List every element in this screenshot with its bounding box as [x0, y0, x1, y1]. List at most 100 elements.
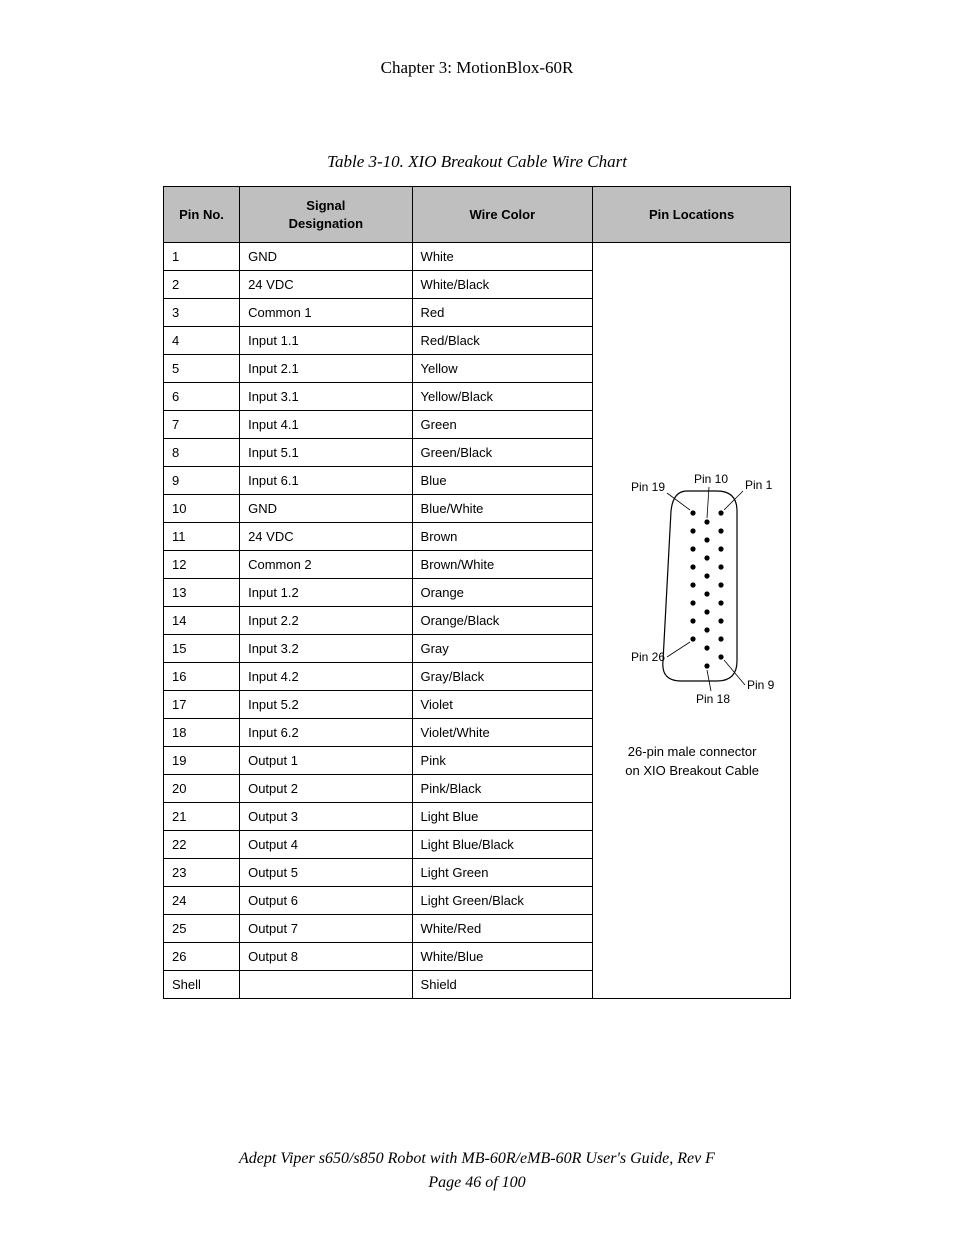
cell-signal: Input 3.2	[240, 635, 412, 663]
cell-wire-color: Light Green	[412, 859, 593, 887]
cell-wire-color: Gray	[412, 635, 593, 663]
svg-text:Pin 19: Pin 19	[631, 480, 665, 494]
cell-wire-color: Violet/White	[412, 719, 593, 747]
cell-signal: Output 4	[240, 831, 412, 859]
cell-pin: 5	[164, 355, 240, 383]
cell-pin: 8	[164, 439, 240, 467]
table-header-row: Pin No. SignalDesignation Wire Color Pin…	[164, 187, 791, 243]
cell-signal: Input 2.1	[240, 355, 412, 383]
chapter-title: Chapter 3: MotionBlox-60R	[0, 58, 954, 78]
cell-pin: 11	[164, 523, 240, 551]
cell-signal: Output 2	[240, 775, 412, 803]
cell-wire-color: Blue/White	[412, 495, 593, 523]
cell-pin: 20	[164, 775, 240, 803]
cell-wire-color: Pink	[412, 747, 593, 775]
cell-signal: GND	[240, 243, 412, 271]
cell-signal: Input 3.1	[240, 383, 412, 411]
cell-pin: 17	[164, 691, 240, 719]
connector-caption-line2: on XIO Breakout Cable	[597, 761, 787, 781]
cell-wire-color: Light Green/Black	[412, 887, 593, 915]
cell-pin: 13	[164, 579, 240, 607]
cell-signal	[240, 971, 412, 999]
cell-pin: 1	[164, 243, 240, 271]
cell-pin: 25	[164, 915, 240, 943]
connector-svg: Pin 1Pin 9Pin 10Pin 18Pin 19Pin 26	[597, 461, 787, 721]
cell-signal: Output 7	[240, 915, 412, 943]
svg-text:Pin 18: Pin 18	[696, 692, 730, 706]
connector-caption: 26-pin male connectoron XIO Breakout Cab…	[597, 742, 787, 781]
cell-signal: Input 5.2	[240, 691, 412, 719]
cell-pin: 22	[164, 831, 240, 859]
cell-wire-color: Yellow	[412, 355, 593, 383]
cell-pin: 16	[164, 663, 240, 691]
cell-signal: Output 3	[240, 803, 412, 831]
cell-wire-color: White/Red	[412, 915, 593, 943]
cell-wire-color: Brown/White	[412, 551, 593, 579]
cell-wire-color: Green	[412, 411, 593, 439]
footer-page-number: Page 46 of 100	[0, 1171, 954, 1195]
col-header-loc: Pin Locations	[593, 187, 791, 243]
cell-wire-color: Light Blue	[412, 803, 593, 831]
col-header-signal-text: SignalDesignation	[289, 198, 363, 231]
footer-guide-title: Adept Viper s650/s850 Robot with MB-60R/…	[0, 1147, 954, 1171]
col-header-color: Wire Color	[412, 187, 593, 243]
cell-signal: Input 6.1	[240, 467, 412, 495]
cell-wire-color: Brown	[412, 523, 593, 551]
svg-text:Pin 26: Pin 26	[631, 650, 665, 664]
cell-pin: 18	[164, 719, 240, 747]
cell-signal: Input 1.1	[240, 327, 412, 355]
cell-signal: Input 2.2	[240, 607, 412, 635]
col-header-pin: Pin No.	[164, 187, 240, 243]
cell-pin: 19	[164, 747, 240, 775]
cell-pin: 3	[164, 299, 240, 327]
table-row: 1GNDWhitePin 1Pin 9Pin 10Pin 18Pin 19Pin…	[164, 243, 791, 271]
cell-pin: 21	[164, 803, 240, 831]
cell-pin: 4	[164, 327, 240, 355]
cell-signal: Output 6	[240, 887, 412, 915]
cell-wire-color: Red	[412, 299, 593, 327]
cell-pin: 10	[164, 495, 240, 523]
cell-signal: Output 8	[240, 943, 412, 971]
cell-pin: 23	[164, 859, 240, 887]
col-header-signal: SignalDesignation	[240, 187, 412, 243]
connector-diagram: Pin 1Pin 9Pin 10Pin 18Pin 19Pin 2626-pin…	[597, 461, 787, 781]
cell-pin: Shell	[164, 971, 240, 999]
cell-pin: 9	[164, 467, 240, 495]
cell-pin: 24	[164, 887, 240, 915]
cell-wire-color: Gray/Black	[412, 663, 593, 691]
cell-signal: Input 5.1	[240, 439, 412, 467]
cell-wire-color: Green/Black	[412, 439, 593, 467]
cell-signal: Input 6.2	[240, 719, 412, 747]
cell-wire-color: Yellow/Black	[412, 383, 593, 411]
document-page: Chapter 3: MotionBlox-60R Table 3-10. XI…	[0, 0, 954, 1235]
cell-pin: 6	[164, 383, 240, 411]
cell-signal: Input 1.2	[240, 579, 412, 607]
cell-pin-locations: Pin 1Pin 9Pin 10Pin 18Pin 19Pin 2626-pin…	[593, 243, 791, 999]
cell-signal: Common 2	[240, 551, 412, 579]
cell-pin: 12	[164, 551, 240, 579]
cell-wire-color: Violet	[412, 691, 593, 719]
cell-pin: 26	[164, 943, 240, 971]
cell-signal: Input 4.2	[240, 663, 412, 691]
svg-text:Pin 9: Pin 9	[747, 678, 775, 692]
cell-signal: 24 VDC	[240, 523, 412, 551]
svg-text:Pin 10: Pin 10	[694, 472, 728, 486]
cell-wire-color: White	[412, 243, 593, 271]
cell-pin: 15	[164, 635, 240, 663]
cell-wire-color: Light Blue/Black	[412, 831, 593, 859]
cell-wire-color: Red/Black	[412, 327, 593, 355]
cell-signal: GND	[240, 495, 412, 523]
wire-chart-table: Pin No. SignalDesignation Wire Color Pin…	[163, 186, 791, 999]
cell-pin: 14	[164, 607, 240, 635]
cell-wire-color: White/Black	[412, 271, 593, 299]
cell-wire-color: Pink/Black	[412, 775, 593, 803]
table-caption: Table 3-10. XIO Breakout Cable Wire Char…	[0, 152, 954, 172]
cell-wire-color: Orange	[412, 579, 593, 607]
cell-signal: Output 5	[240, 859, 412, 887]
cell-wire-color: Orange/Black	[412, 607, 593, 635]
page-footer: Adept Viper s650/s850 Robot with MB-60R/…	[0, 1147, 954, 1195]
cell-wire-color: White/Blue	[412, 943, 593, 971]
cell-signal: 24 VDC	[240, 271, 412, 299]
cell-signal: Common 1	[240, 299, 412, 327]
cell-pin: 2	[164, 271, 240, 299]
